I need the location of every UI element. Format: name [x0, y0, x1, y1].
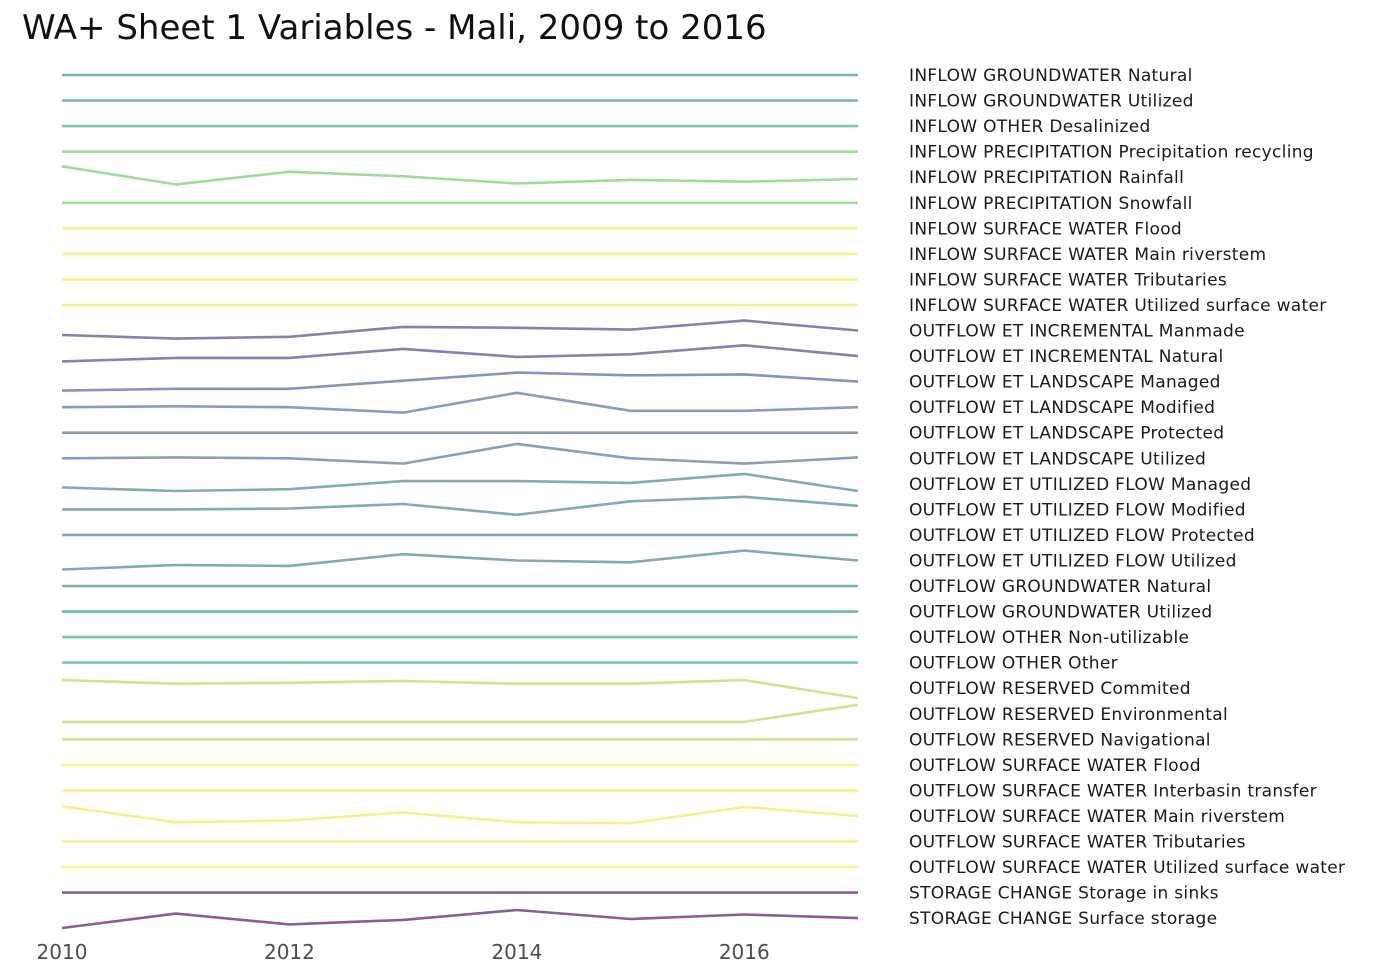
series-label: STORAGE CHANGE Surface storage — [909, 909, 1217, 929]
series-label: STORAGE CHANGE Storage in sinks — [909, 884, 1219, 904]
series-label: INFLOW GROUNDWATER Natural — [909, 66, 1193, 86]
series-label: OUTFLOW RESERVED Commited — [909, 679, 1191, 699]
series-line — [61, 908, 859, 930]
series-line — [62, 495, 859, 517]
series-label: OUTFLOW ET UTILIZED FLOW Modified — [909, 500, 1246, 520]
series-line — [61, 343, 859, 363]
series-line — [61, 319, 859, 340]
series-label: OUTFLOW ET UTILIZED FLOW Utilized — [909, 551, 1237, 571]
x-tick-label: 2014 — [491, 940, 542, 964]
x-axis-ticks: 2010 2012 2014 2016 — [37, 940, 770, 964]
chart-title: WA+ Sheet 1 Variables - Mali, 2009 to 20… — [22, 8, 767, 48]
series-lines — [61, 73, 859, 930]
series-label: INFLOW OTHER Desalinized — [909, 117, 1151, 137]
series-label: OUTFLOW SURFACE WATER Tributaries — [909, 833, 1246, 853]
series-line — [61, 442, 859, 465]
series-label: INFLOW PRECIPITATION Precipitation recyc… — [909, 143, 1314, 163]
x-tick-label: 2010 — [37, 940, 88, 964]
series-line — [61, 371, 859, 392]
series-label: OUTFLOW ET LANDSCAPE Utilized — [909, 449, 1206, 469]
series-label: OUTFLOW GROUNDWATER Utilized — [909, 603, 1212, 623]
series-label: OUTFLOW RESERVED Environmental — [909, 705, 1228, 725]
series-label: OUTFLOW ET UTILIZED FLOW Managed — [909, 475, 1251, 495]
series-label: OUTFLOW GROUNDWATER Natural — [909, 577, 1211, 597]
x-tick-label: 2016 — [719, 940, 770, 964]
series-line — [61, 391, 859, 414]
series-line — [61, 165, 859, 186]
series-labels: INFLOW GROUNDWATER Natural INFLOW GROUNDW… — [909, 66, 1345, 929]
series-label: INFLOW SURFACE WATER Flood — [909, 219, 1182, 239]
series-label: OUTFLOW SURFACE WATER Flood — [909, 756, 1201, 776]
series-label: INFLOW PRECIPITATION Rainfall — [909, 168, 1184, 188]
series-line — [61, 472, 859, 493]
series-line — [62, 703, 859, 724]
series-label: INFLOW PRECIPITATION Snowfall — [909, 194, 1193, 214]
series-label: OUTFLOW ET LANDSCAPE Protected — [909, 424, 1224, 444]
series-label: INFLOW SURFACE WATER Utilized surface wa… — [909, 296, 1327, 316]
series-label: OUTFLOW ET INCREMENTAL Natural — [909, 347, 1224, 367]
series-label: INFLOW GROUNDWATER Utilized — [909, 92, 1194, 112]
x-tick-label: 2012 — [264, 940, 315, 964]
series-label: OUTFLOW ET INCREMENTAL Manmade — [909, 322, 1245, 342]
series-label: OUTFLOW ET UTILIZED FLOW Protected — [909, 526, 1255, 546]
series-label: OUTFLOW OTHER Other — [909, 654, 1118, 674]
series-line — [61, 678, 859, 700]
series-label: OUTFLOW SURFACE WATER Main riverstem — [909, 807, 1285, 827]
series-label: OUTFLOW ET LANDSCAPE Modified — [909, 398, 1215, 418]
series-label: OUTFLOW OTHER Non-utilizable — [909, 628, 1189, 648]
series-label: INFLOW SURFACE WATER Main riverstem — [909, 245, 1266, 265]
series-label: OUTFLOW SURFACE WATER Utilized surface w… — [909, 858, 1345, 878]
series-label: OUTFLOW RESERVED Navigational — [909, 730, 1211, 750]
series-line — [61, 804, 859, 825]
series-label: INFLOW SURFACE WATER Tributaries — [909, 270, 1227, 290]
series-label: OUTFLOW ET LANDSCAPE Managed — [909, 373, 1221, 393]
series-label: OUTFLOW SURFACE WATER Interbasin transfe… — [909, 781, 1317, 801]
series-line — [61, 549, 859, 571]
